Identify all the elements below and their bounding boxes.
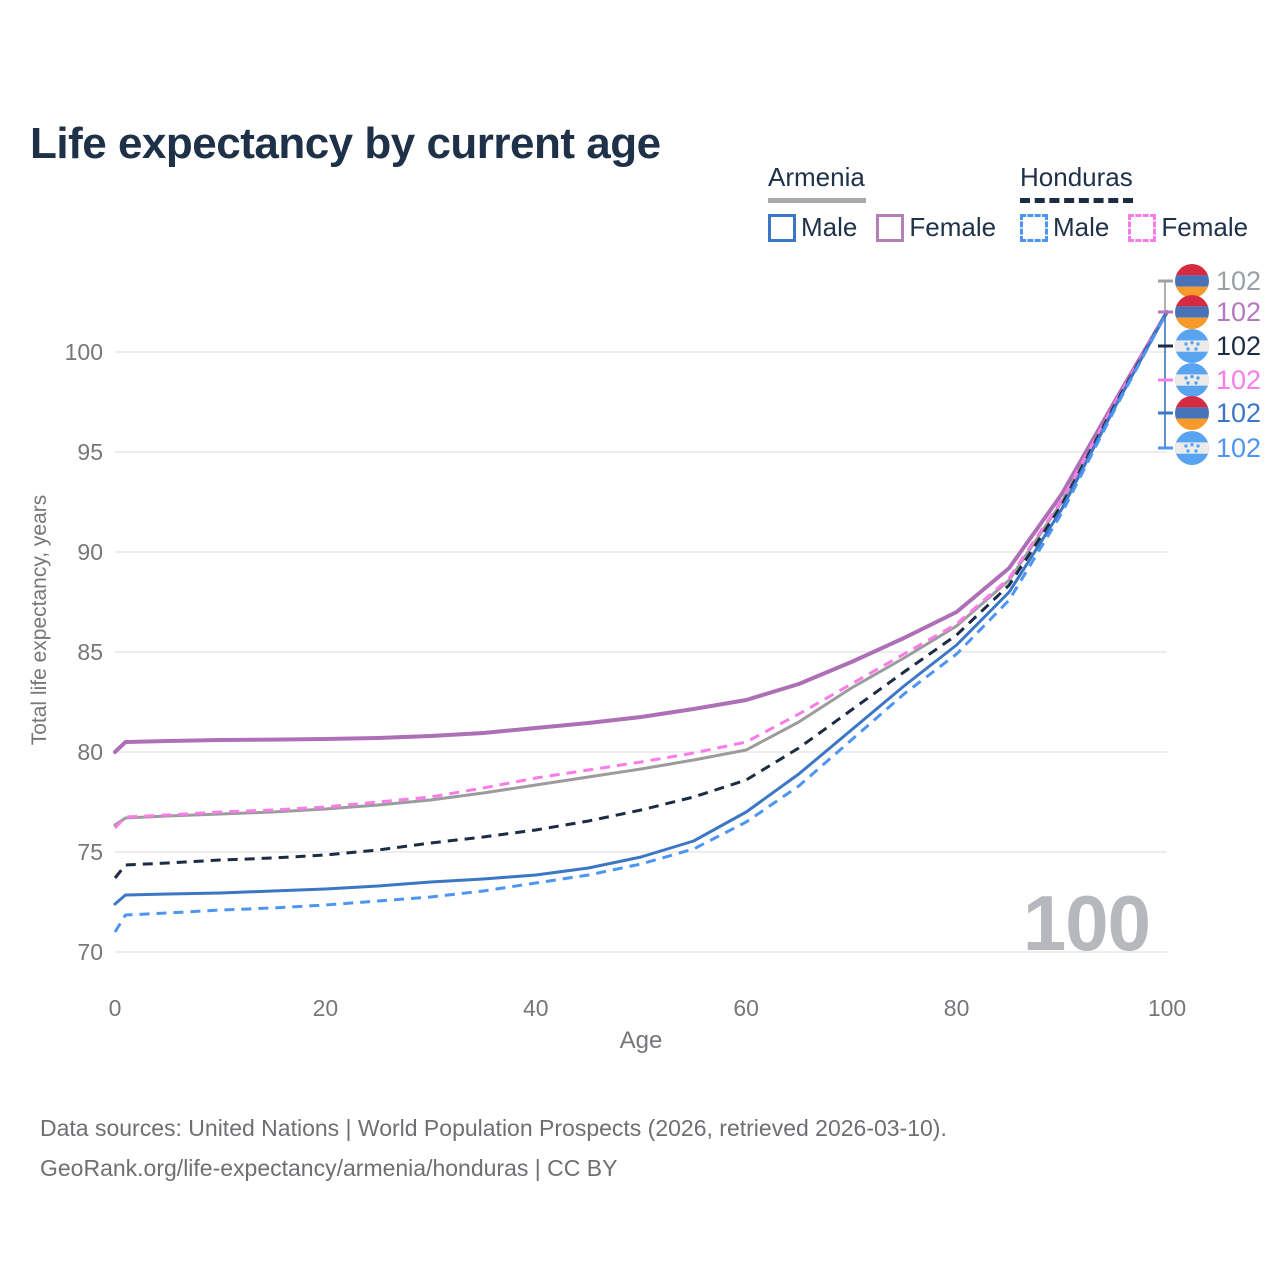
y-tick-label: 75 xyxy=(77,839,103,865)
series-line-armenia-male[interactable] xyxy=(113,310,1169,906)
y-tick-label: 95 xyxy=(77,439,103,465)
end-value-label: 102 xyxy=(1216,398,1261,428)
page-title: Life expectancy by current age xyxy=(30,119,661,169)
legend-item-armenia-male[interactable]: Male xyxy=(768,212,857,243)
y-tick-label: 90 xyxy=(77,539,103,565)
legend-item-honduras-male[interactable]: Male xyxy=(1020,212,1109,243)
legend-item-label: Female xyxy=(1161,212,1249,242)
end-value-label: 102 xyxy=(1216,297,1261,327)
legend-item-label: Male xyxy=(1053,212,1110,242)
x-axis-title: Age xyxy=(620,1027,663,1054)
footer-data-sources: Data sources: United Nations | World Pop… xyxy=(40,1115,947,1141)
legend-group-armenia: Armenia Male Female xyxy=(768,162,1015,243)
footer: Data sources: United Nations | World Pop… xyxy=(40,1108,947,1188)
legend-item-armenia-female[interactable]: Female xyxy=(876,212,996,243)
legend-item-label: Female xyxy=(909,212,997,242)
end-value-label: 102 xyxy=(1216,331,1261,361)
armenia-female-line-swatch-icon xyxy=(876,213,905,242)
end-value-label: 102 xyxy=(1216,433,1261,463)
y-tick-label: 70 xyxy=(77,939,103,965)
x-tick-label: 40 xyxy=(523,995,549,1021)
x-tick-label: 80 xyxy=(944,995,970,1021)
series-line-armenia-both[interactable] xyxy=(113,310,1169,827)
honduras-flag-icon xyxy=(1175,431,1209,465)
hovered-age-indicator: 100 xyxy=(1022,879,1151,967)
legend-item-honduras-female[interactable]: Female xyxy=(1128,212,1248,243)
legend-country-armenia[interactable]: Armenia xyxy=(768,162,866,203)
x-tick-label: 0 xyxy=(109,995,122,1021)
x-tick-label: 100 xyxy=(1148,995,1186,1021)
honduras-male-line-swatch-icon xyxy=(1020,213,1048,242)
y-tick-label: 85 xyxy=(77,639,103,665)
legend-item-label: Male xyxy=(801,212,858,242)
y-axis-title: Total life expectancy, years xyxy=(28,495,51,746)
honduras-flag-icon xyxy=(1175,363,1209,397)
x-tick-label: 60 xyxy=(733,995,759,1021)
honduras-flag-icon xyxy=(1175,329,1209,363)
legend-group-honduras: Honduras Male Female xyxy=(1020,162,1267,243)
y-tick-label: 100 xyxy=(65,339,103,365)
armenia-flag-icon xyxy=(1175,264,1209,298)
x-tick-label: 20 xyxy=(313,995,339,1021)
footer-attribution: GeoRank.org/life-expectancy/armenia/hond… xyxy=(40,1155,618,1181)
series-lines xyxy=(113,310,1169,933)
end-value-label: 102 xyxy=(1216,266,1261,296)
series-line-armenia-female[interactable] xyxy=(113,310,1169,754)
series-line-honduras-both[interactable] xyxy=(113,311,1169,879)
series-line-honduras-male[interactable] xyxy=(113,311,1169,933)
y-tick-label: 80 xyxy=(77,739,103,765)
axis-labels: 70 75 80 85 90 95 100 0 20 40 60 80 100 Age Total life… xyxy=(28,339,1186,1054)
legend-country-honduras[interactable]: Honduras xyxy=(1020,162,1133,203)
armenia-male-line-swatch-icon xyxy=(768,213,796,242)
honduras-female-line-swatch-icon xyxy=(1128,213,1157,242)
armenia-flag-icon xyxy=(1175,396,1209,430)
end-value-label: 102 xyxy=(1216,365,1261,395)
gridlines xyxy=(115,351,1167,953)
armenia-flag-icon xyxy=(1175,295,1209,329)
series-line-honduras-female[interactable] xyxy=(113,311,1169,830)
